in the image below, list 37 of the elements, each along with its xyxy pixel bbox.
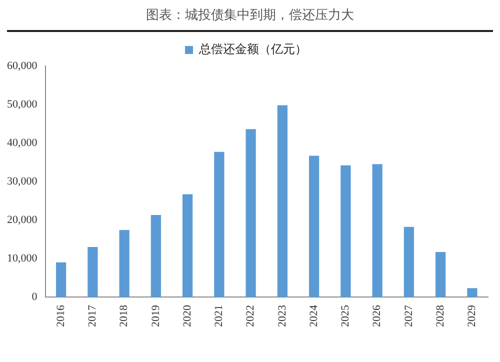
bar [88,246,98,297]
x-tick-label: 2019 [150,304,162,327]
y-tick-label: 10,000 [7,252,38,264]
y-tick-label: 60,000 [7,60,38,72]
x-tick-label: 2016 [54,304,67,327]
bar [372,164,382,297]
x-tick-label: 2021 [213,305,226,327]
x-tick-label: 2017 [86,304,99,327]
x-tick-label: 2020 [181,304,194,327]
bar [119,230,130,297]
x-tick-label: 2023 [276,304,288,327]
y-tick-label: 40,000 [7,136,38,149]
legend-label: 总偿还金额（亿元） [198,42,307,56]
x-tick-label: 2022 [244,305,257,327]
bar [56,262,66,297]
x-tick-label: 2028 [434,304,446,327]
y-tick-label: 20,000 [7,214,38,226]
bar [340,165,351,297]
bar [182,194,193,297]
chart-title: 图表：城投债集中到期，偿还压力大 [145,6,355,24]
bar [277,105,288,297]
bar [246,129,256,297]
bar [150,214,161,297]
x-tick-label: 2024 [308,304,320,327]
bar [309,156,320,297]
x-tick-label: 2018 [118,304,130,327]
x-tick-label: 2029 [466,304,478,327]
x-tick-label: 2025 [340,304,352,327]
y-tick-label: 30,000 [7,175,38,188]
y-tick-label: 0 [32,290,38,303]
x-tick-label: 2027 [402,304,415,327]
bar [214,152,224,297]
bar [436,252,446,297]
bar [467,288,478,297]
x-tick-label: 2026 [371,304,384,327]
y-tick-label: 50,000 [7,98,38,110]
bar [404,226,414,297]
